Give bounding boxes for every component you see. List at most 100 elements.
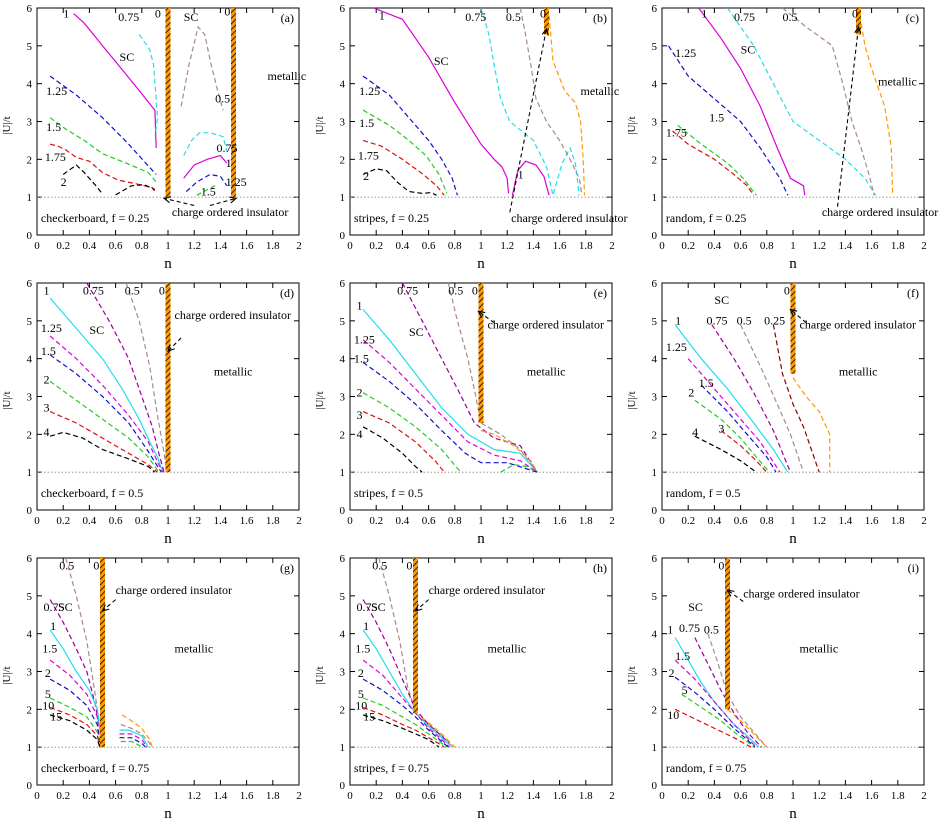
series-line-0.5b — [120, 723, 152, 748]
panel-e: 0 0.2 0.4 0.6 0.8 1 1.2 1.4 1.6 1.8 20123456n|U|/t… — [314, 278, 615, 547]
annotation-label: charge ordered insulator — [743, 587, 859, 601]
annotation-label: 3 — [44, 401, 50, 415]
y-tick-label: 3 — [652, 117, 658, 129]
y-tick-label: 5 — [340, 591, 346, 603]
annotation-label: SC — [371, 600, 386, 614]
y-tick-label: 1 — [652, 742, 658, 754]
annotation-label: 5 — [682, 683, 688, 697]
series-line-1.5 — [674, 659, 757, 748]
y-axis-label: |U|/t — [626, 666, 638, 684]
x-tick-label: 0.6 — [734, 790, 748, 802]
annotation-label: 2 — [358, 666, 364, 680]
annotation-label: 2 — [688, 386, 694, 400]
series-line-1.75 — [672, 130, 755, 196]
x-tick-label: 1.2 — [500, 515, 514, 527]
y-tick-label: 1 — [340, 467, 346, 479]
x-tick-label: 0.4 — [708, 515, 722, 527]
annotation-label: 0.75 — [44, 600, 65, 614]
y-tick-label: 5 — [652, 41, 658, 53]
panel-label: (g) — [280, 561, 294, 575]
y-tick-label: 0 — [27, 780, 33, 792]
annotation-label: 5 — [358, 687, 364, 701]
annotation-label: stripes, f = 0.75 — [354, 761, 429, 775]
y-tick-label: 1 — [340, 192, 346, 204]
x-tick-label: 0.8 — [760, 240, 774, 252]
series-line-1.5 — [49, 354, 162, 473]
series-line-0.75 — [49, 599, 102, 748]
annotation-label: 0 — [784, 283, 790, 297]
series-line-0.5 — [707, 633, 768, 748]
arrow-line — [836, 26, 860, 207]
annotation-label: metallic — [175, 642, 214, 656]
annotation-label: 4 — [692, 425, 698, 439]
annotation-label: 1.5 — [359, 116, 374, 130]
panel-label: (d) — [280, 286, 294, 300]
y-tick-label: 6 — [340, 553, 346, 565]
y-tick-label: 3 — [340, 667, 346, 679]
y-tick-label: 2 — [340, 704, 346, 716]
x-tick-label: 1.4 — [527, 515, 541, 527]
series-line-0.75 — [711, 324, 791, 473]
annotation-label: 0.25 — [764, 314, 785, 328]
annotation-label: metallic — [268, 69, 307, 83]
series-line-0 — [548, 15, 586, 196]
series-line-1 — [373, 7, 510, 194]
y-tick-label: 2 — [652, 704, 658, 716]
x-tick-label: 0 — [347, 240, 353, 252]
series-line-1.5 — [677, 124, 757, 196]
y-tick-label: 2 — [340, 154, 346, 166]
series-line-2 — [49, 678, 101, 748]
annotation-label: SC — [184, 10, 199, 24]
x-tick-label: 0 — [347, 790, 353, 802]
y-tick-label: 0 — [340, 780, 346, 792]
series-line-1.25 — [362, 339, 538, 473]
annotation-label: SC — [409, 325, 424, 339]
annotation-label: 0.5 — [448, 283, 463, 297]
arrow-head — [789, 308, 798, 317]
x-axis-label: n — [477, 256, 485, 272]
panel-c: 0 0.2 0.4 0.6 0.8 1 1.2 1.4 1.6 1.8 2 0 1 2 3 4 5 6 n |U|/t… — [626, 3, 938, 272]
series-line-2 — [362, 392, 462, 473]
annotation-label: SC — [688, 600, 703, 614]
x-tick-label: 1.2 — [187, 790, 201, 802]
x-tick-label: 1.2 — [812, 515, 826, 527]
arrow-head — [414, 604, 423, 612]
series-line-0 — [415, 712, 456, 748]
x-tick-label: 1.4 — [839, 240, 853, 252]
y-tick-label: 4 — [652, 354, 658, 366]
annotation-label: 1.25 — [675, 46, 696, 60]
x-tick-label: 1 — [478, 790, 484, 802]
series-line-0.5 — [447, 282, 538, 473]
series-line-10 — [674, 708, 752, 748]
annotation-label: SC — [434, 54, 449, 68]
x-tick-label: 0.4 — [396, 515, 410, 527]
arrow-head — [229, 196, 238, 204]
y-tick-label: 0 — [27, 230, 33, 242]
x-tick-label: 0.4 — [708, 790, 722, 802]
x-tick-label: 1.6 — [865, 790, 879, 802]
series-line-3 — [720, 430, 768, 473]
annotation-label: stripes, f = 0.5 — [354, 486, 423, 500]
annotation-label: 2 — [45, 666, 51, 680]
x-tick-label: 0.2 — [369, 515, 383, 527]
series-line-1.25 — [49, 75, 157, 175]
x-tick-label: 1.6 — [240, 240, 254, 252]
x-tick-label: 1.2 — [500, 790, 514, 802]
x-tick-label: 0.2 — [681, 240, 695, 252]
x-tick-label: 0.4 — [396, 240, 410, 252]
series-line-1 — [362, 629, 453, 748]
y-tick-label: 4 — [340, 354, 346, 366]
annotation-label: 4 — [44, 425, 50, 439]
series-line-2 — [694, 399, 770, 473]
x-tick-label: 2 — [921, 515, 927, 527]
y-tick-label: 3 — [27, 117, 33, 129]
annotation-label: metallic — [488, 642, 527, 656]
y-tick-label: 0 — [340, 505, 346, 517]
annotation-label: 1.25 — [666, 340, 687, 354]
arrow-head — [854, 25, 862, 34]
annotation-label: 0.75 — [707, 314, 728, 328]
annotation-label: 0.75 — [216, 141, 237, 155]
annotation-label: 0 — [472, 283, 478, 297]
y-tick-label: 5 — [652, 316, 658, 328]
x-tick-label: 0.6 — [109, 240, 123, 252]
